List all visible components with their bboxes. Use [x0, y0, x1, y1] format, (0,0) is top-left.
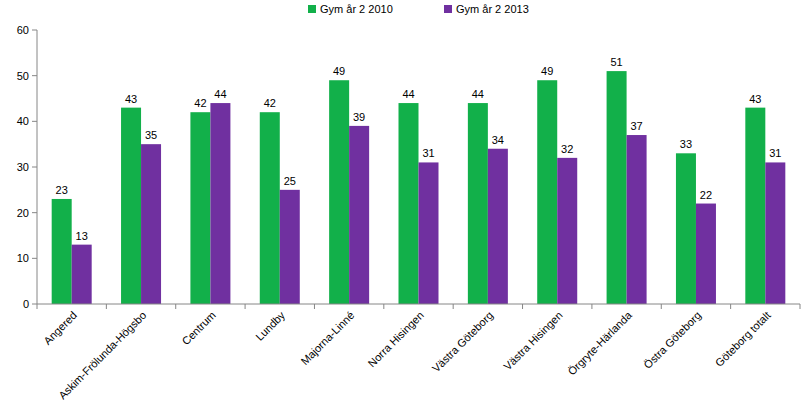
- x-tick: [591, 304, 592, 309]
- data-label: 32: [561, 143, 573, 155]
- x-tick: [453, 304, 454, 309]
- bar: [210, 103, 230, 304]
- data-label: 31: [769, 147, 781, 159]
- legend-label: Gym år 2 2010: [320, 3, 393, 15]
- legend-label: Gym år 2 2013: [456, 3, 529, 15]
- bar: [260, 112, 280, 304]
- bar: [72, 245, 92, 304]
- bar: [607, 71, 627, 304]
- x-tick: [661, 304, 662, 309]
- data-label: 39: [353, 111, 365, 123]
- x-tick-label: Centrum: [180, 309, 218, 347]
- y-axis: [37, 30, 38, 304]
- x-tick-label: Askim-Frölunda-Högsbo: [56, 309, 148, 401]
- bar: [765, 162, 785, 304]
- data-label: 49: [541, 65, 553, 77]
- x-axis: [37, 304, 800, 305]
- bar: [121, 108, 141, 304]
- y-tick: [32, 212, 37, 213]
- bar: [329, 80, 349, 304]
- bar: [141, 144, 161, 304]
- y-tick-label: 10: [17, 252, 29, 264]
- y-tick: [32, 121, 37, 122]
- bar: [419, 162, 439, 304]
- bar: [696, 204, 716, 304]
- x-tick-label: Angered: [41, 309, 79, 347]
- y-tick-label: 60: [17, 24, 29, 36]
- bar: [52, 199, 72, 304]
- data-labels: 23 43 42 42 49 44 44 49 51 33 43 13 35 44 25 39 31 34 32 37…: [56, 56, 782, 242]
- bar: [468, 103, 488, 304]
- data-label: 13: [76, 230, 88, 242]
- bar: [745, 108, 765, 304]
- y-tick: [32, 75, 37, 76]
- x-tick-label: Lundby: [253, 309, 287, 343]
- data-label: 25: [284, 175, 296, 187]
- bar: [676, 153, 696, 304]
- x-tick: [314, 304, 315, 309]
- bar: [190, 112, 210, 304]
- data-label: 44: [402, 88, 414, 100]
- x-tick: [522, 304, 523, 309]
- x-tick-label: Östra Göteborg: [641, 309, 703, 371]
- data-label: 43: [749, 93, 761, 105]
- x-tick: [37, 304, 38, 309]
- x-tick-label: Göteborg totalt: [713, 309, 773, 369]
- bar: [537, 80, 557, 304]
- bar: [627, 135, 647, 304]
- y-tick-label: 0: [23, 298, 29, 310]
- y-tick-label: 50: [17, 70, 29, 82]
- data-label: 22: [700, 189, 712, 201]
- legend-swatch: [308, 5, 316, 13]
- bars: [52, 71, 786, 304]
- x-tick-label: Västra Hisingen: [501, 309, 564, 372]
- x-tick: [800, 304, 801, 309]
- bar: [280, 190, 300, 304]
- data-label: 44: [472, 88, 484, 100]
- x-tick-label: Norra Hisingen: [366, 309, 426, 369]
- x-tick: [175, 304, 176, 309]
- data-label: 33: [680, 138, 692, 150]
- x-tick: [730, 304, 731, 309]
- y-tick: [32, 304, 37, 305]
- data-label: 51: [610, 56, 622, 68]
- data-label: 37: [630, 120, 642, 132]
- x-tick: [106, 304, 107, 309]
- bar: [399, 103, 419, 304]
- x-tick: [383, 304, 384, 309]
- bar: [349, 126, 369, 304]
- y-tick-label: 40: [17, 115, 29, 127]
- data-label: 35: [145, 129, 157, 141]
- legend-swatch: [444, 5, 452, 13]
- data-label: 42: [264, 97, 276, 109]
- data-label: 23: [56, 184, 68, 196]
- chart: 0 10 20 30 40 50 60 23 43 42 42 49 44 44 49 51 33 43 13 35 4…: [0, 0, 802, 404]
- data-label: 34: [492, 134, 504, 146]
- y-tick-label: 20: [17, 207, 29, 219]
- y-tick-label: 30: [17, 161, 29, 173]
- legend: Gym år 2 2010 Gym år 2 2013: [308, 3, 529, 15]
- bar: [557, 158, 577, 304]
- y-tick: [32, 167, 37, 168]
- y-tick: [32, 30, 37, 31]
- data-label: 44: [214, 88, 226, 100]
- data-label: 31: [422, 147, 434, 159]
- bar: [488, 149, 508, 304]
- data-label: 43: [125, 93, 137, 105]
- x-tick: [245, 304, 246, 309]
- x-tick-label: Västra Göteborg: [430, 309, 496, 375]
- y-tick: [32, 258, 37, 259]
- data-label: 42: [194, 97, 206, 109]
- data-label: 49: [333, 65, 345, 77]
- x-tick-label: Majorna-Linné: [298, 309, 356, 367]
- x-tick-label: Örgryte-Härlanda: [565, 308, 634, 377]
